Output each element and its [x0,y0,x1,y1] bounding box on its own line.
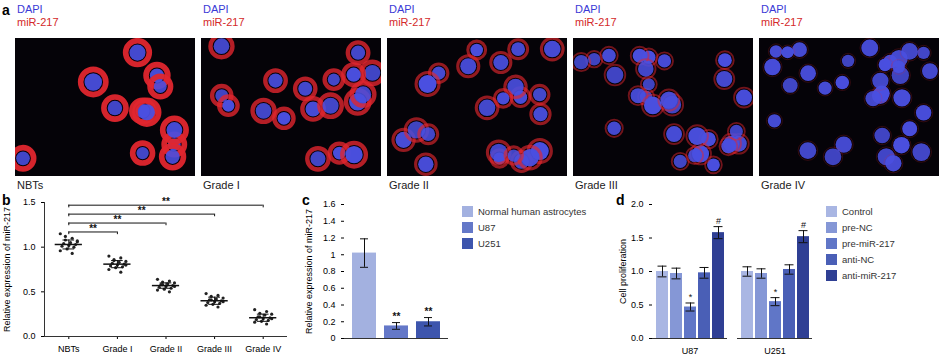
html-text:b: b [2,192,11,208]
svg-text:1: 1 [330,250,335,260]
svg-text:miR-217: miR-217 [761,16,803,28]
svg-text:0.8: 0.8 [323,266,336,276]
svg-text:DAPI: DAPI [389,3,415,15]
svg-text:Grade III: Grade III [197,344,232,354]
svg-text:DAPI: DAPI [761,3,787,15]
svg-text:0.5: 0.5 [23,287,36,297]
svg-text:Grade III: Grade III [575,179,618,191]
svg-text:1.4: 1.4 [323,216,336,226]
svg-text:miR-217: miR-217 [203,16,245,28]
svg-text:1.5: 1.5 [631,233,644,243]
html-text:c: c [302,192,310,208]
svg-text:0.6: 0.6 [323,283,336,293]
svg-text:Relative expression of miR-217: Relative expression of miR-217 [2,207,12,332]
svg-text:1.5: 1.5 [23,197,36,207]
html-text:anti-NC: anti-NC [842,254,875,265]
svg-text:miR-217: miR-217 [389,16,431,28]
svg-text:1.0: 1.0 [631,266,644,276]
svg-text:U87: U87 [682,346,699,356]
svg-text:Relative expression of miR-217: Relative expression of miR-217 [304,209,314,334]
svg-text:NBTs: NBTs [58,344,80,354]
svg-text:Cell proliferation: Cell proliferation [618,239,628,304]
svg-text:**: ** [138,205,146,216]
svg-text:Grade IV: Grade IV [761,179,806,191]
svg-text:1.6: 1.6 [323,199,336,209]
svg-text:**: ** [89,223,97,234]
html-text:U87: U87 [478,222,496,233]
svg-text:DAPI: DAPI [17,3,43,15]
svg-text:1.0: 1.0 [23,242,36,252]
svg-text:Grade I: Grade I [203,179,240,191]
svg-text:Grade II: Grade II [150,344,183,354]
svg-text:#: # [801,220,806,230]
svg-text:**: ** [114,214,122,225]
svg-text:2.0: 2.0 [631,199,644,209]
svg-text:0.0: 0.0 [631,333,644,343]
html-text:U251: U251 [478,238,501,249]
html-text:pre-NC: pre-NC [842,222,873,233]
svg-text:**: ** [162,196,170,207]
svg-text:**: ** [425,306,433,317]
svg-text:miR-217: miR-217 [575,16,617,28]
html-text:pre-miR-217: pre-miR-217 [842,238,895,249]
svg-text:*: * [774,287,778,297]
svg-text:0.5: 0.5 [631,300,644,310]
svg-text:NBTs: NBTs [17,179,44,191]
html-text:d: d [616,192,625,208]
svg-text:DAPI: DAPI [575,3,601,15]
svg-text:0: 0 [330,333,335,343]
html-text:anti-miR-217: anti-miR-217 [842,270,897,281]
svg-text:U251: U251 [764,346,786,356]
svg-text:#: # [716,215,721,225]
svg-text:0.0: 0.0 [23,331,36,341]
html-text:Control: Control [842,206,873,217]
svg-text:Grade IV: Grade IV [245,344,281,354]
svg-text:**: ** [393,311,401,322]
svg-text:miR-217: miR-217 [17,16,59,28]
svg-text:1.2: 1.2 [323,233,336,243]
svg-text:*: * [689,292,693,302]
svg-text:0.4: 0.4 [323,300,336,310]
svg-text:Grade I: Grade I [102,344,132,354]
html-text:a: a [2,2,10,18]
html-text:Normal human astrocytes: Normal human astrocytes [478,206,587,217]
svg-text:Grade II: Grade II [389,179,429,191]
svg-text:DAPI: DAPI [203,3,229,15]
svg-text:0.2: 0.2 [323,317,336,327]
